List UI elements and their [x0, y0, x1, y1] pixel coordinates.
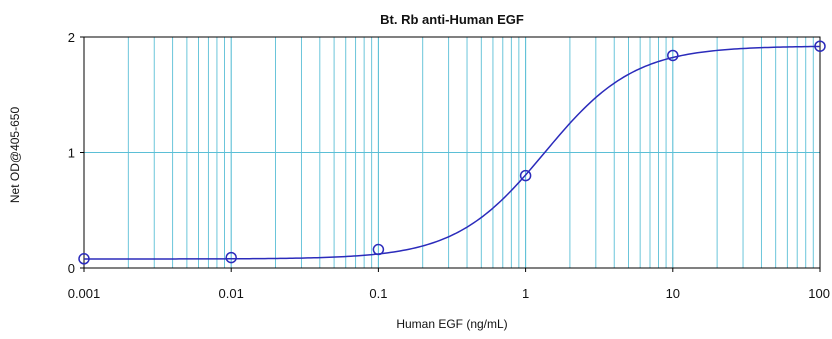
data-point — [519, 169, 532, 182]
data-point — [814, 40, 826, 52]
x-tick-label: 100 — [808, 286, 830, 301]
data-point — [372, 243, 385, 256]
data-point — [78, 253, 90, 265]
y-tick-label: 2 — [68, 30, 75, 45]
data-point — [667, 49, 679, 62]
data-points — [78, 40, 826, 265]
data-point — [225, 251, 237, 264]
x-tick-label: 0.1 — [369, 286, 387, 301]
chart-title: Bt. Rb anti-Human EGF — [380, 12, 524, 27]
y-axis-label: Net OD@405-650 — [8, 107, 22, 204]
fit-curve — [84, 45, 821, 260]
x-axis-label: Human EGF (ng/mL) — [396, 317, 507, 331]
axis-ticks: 0.001 0.01 0.1 1 10 100 0 1 2 — [68, 30, 830, 301]
x-tick-label: 10 — [666, 286, 680, 301]
grid-lines — [84, 37, 820, 268]
x-tick-label: 1 — [522, 286, 529, 301]
x-tick-label: 0.001 — [68, 286, 101, 301]
x-tick-label: 0.01 — [219, 286, 244, 301]
y-tick-label: 0 — [68, 261, 75, 276]
y-tick-label: 1 — [68, 146, 75, 161]
